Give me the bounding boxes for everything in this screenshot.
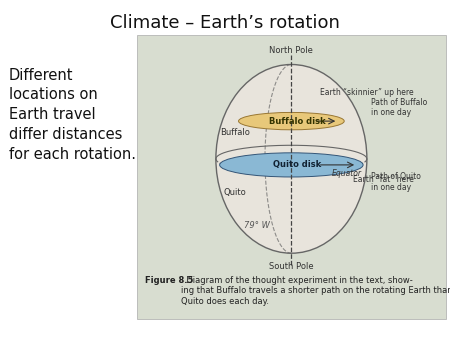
Text: 79° W: 79° W <box>244 221 270 230</box>
Text: Equator: Equator <box>332 169 362 178</box>
Text: Climate – Earth’s rotation: Climate – Earth’s rotation <box>110 14 340 31</box>
Text: Different
locations on
Earth travel
differ distances
for each rotation.: Different locations on Earth travel diff… <box>9 68 136 162</box>
Text: South Pole: South Pole <box>269 262 314 271</box>
Text: Earth “fat” here: Earth “fat” here <box>353 175 414 185</box>
Text: Quito: Quito <box>223 188 246 197</box>
Text: North Pole: North Pole <box>270 46 313 55</box>
Text: Diagram of the thought experiment in the text, show-
ing that Buffalo travels a : Diagram of the thought experiment in the… <box>180 276 450 306</box>
Text: Quito disk: Quito disk <box>273 161 322 169</box>
Text: Earth “skinnier” up here: Earth “skinnier” up here <box>320 88 414 97</box>
Text: Figure 8.5: Figure 8.5 <box>145 276 193 285</box>
Text: Path of Quito
in one day: Path of Quito in one day <box>371 172 420 192</box>
Text: Buffalo: Buffalo <box>220 128 250 137</box>
Ellipse shape <box>220 153 363 177</box>
Ellipse shape <box>238 113 344 130</box>
Text: Buffalo disk: Buffalo disk <box>269 117 326 126</box>
Text: Path of Buffalo
in one day: Path of Buffalo in one day <box>371 98 427 117</box>
Ellipse shape <box>216 65 367 253</box>
